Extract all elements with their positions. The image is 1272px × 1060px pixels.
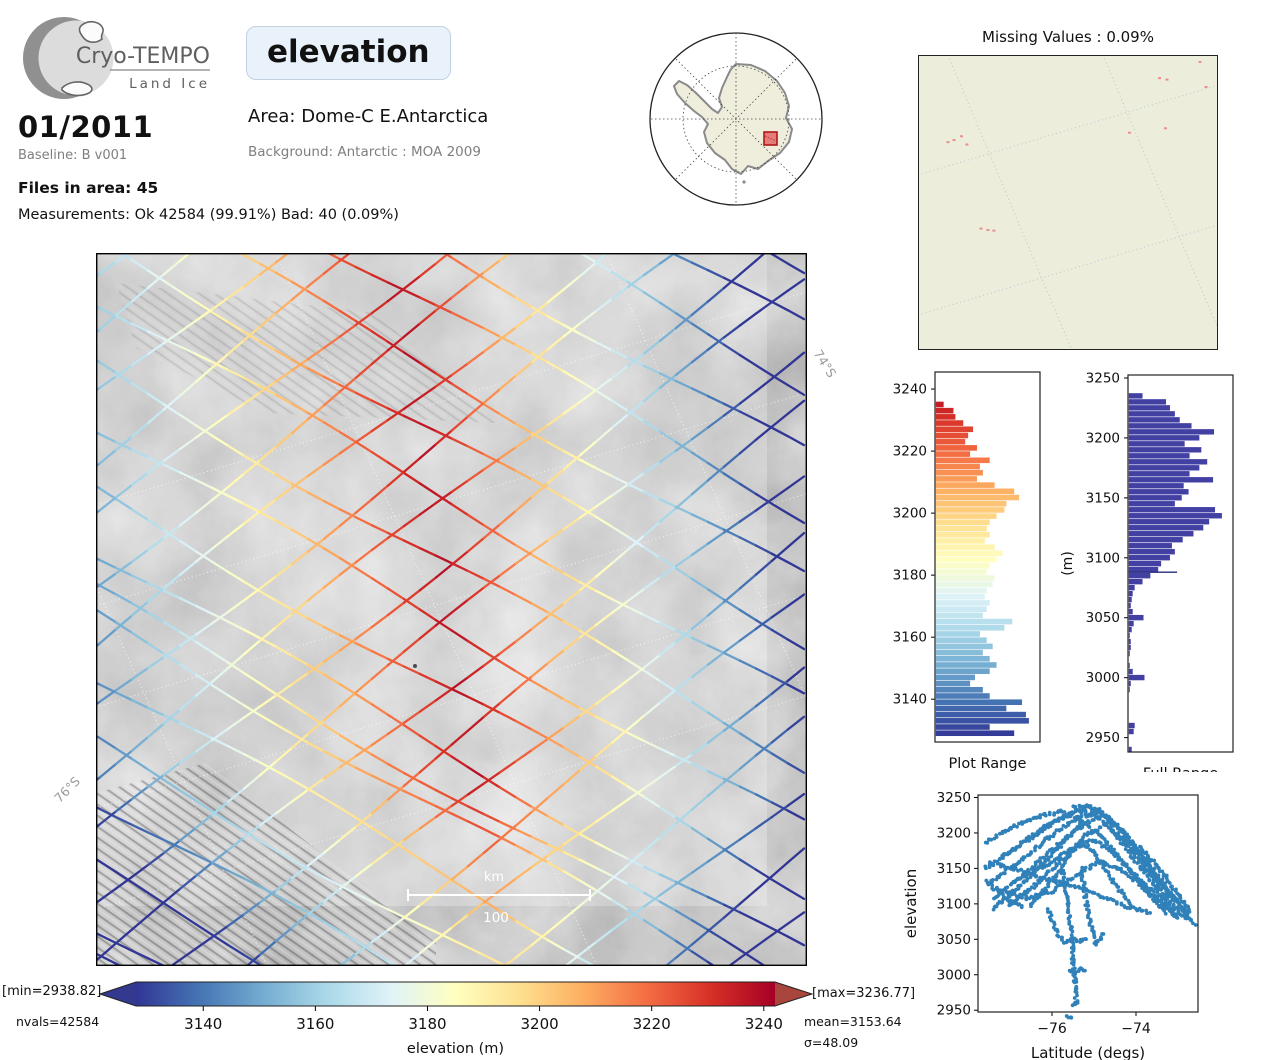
- svg-text:3200: 3200: [520, 1015, 558, 1033]
- area-label: Area: Dome-C E.Antarctica: [248, 106, 489, 127]
- svg-text:elevation (m): elevation (m): [407, 1041, 504, 1057]
- files-in-area-label: Files in area: 45: [18, 179, 159, 197]
- measurements-label: Measurements: Ok 42584 (99.91%) Bad: 40 …: [18, 207, 399, 223]
- svg-text:3000: 3000: [937, 967, 971, 983]
- svg-text:3150: 3150: [937, 861, 971, 877]
- svg-text:3150: 3150: [1086, 490, 1120, 506]
- map-lat-label-76s: 76°S: [51, 773, 83, 806]
- scatter-points: [983, 803, 1198, 1020]
- svg-text:3240: 3240: [745, 1015, 783, 1033]
- svg-text:100: 100: [483, 910, 509, 926]
- svg-text:km: km: [484, 870, 504, 885]
- colorbar-min-label: [min=2938.82]: [2, 984, 102, 999]
- colorbar-under-arrow: [100, 982, 136, 1006]
- svg-text:3220: 3220: [893, 444, 927, 460]
- background-label: Background: Antarctic : MOA 2009: [248, 144, 481, 160]
- svg-text:3140: 3140: [893, 692, 927, 708]
- svg-text:−74: −74: [1121, 1021, 1151, 1037]
- map-lat-label-74s: 74°S: [810, 346, 840, 381]
- svg-text:Latitude (degs): Latitude (degs): [1031, 1044, 1145, 1060]
- map-scalebar: km 100: [407, 870, 591, 926]
- svg-text:3180: 3180: [893, 568, 927, 584]
- cryo-tempo-logo: Cryo-TEMPO Land Ice: [23, 17, 210, 99]
- missing-values-map: [918, 55, 1218, 350]
- svg-text:Full Range: Full Range: [1143, 766, 1218, 772]
- missing-values-title: Missing Values : 0.09%: [982, 28, 1154, 46]
- svg-text:3160: 3160: [296, 1015, 334, 1033]
- svg-text:elevation: elevation: [902, 869, 920, 938]
- inset-graticule: [651, 34, 821, 204]
- elevation-colorbar: 3140 3160 3180 3200 3220 3240 elevation (m): [98, 981, 814, 1057]
- svg-text:3220: 3220: [633, 1015, 671, 1033]
- svg-text:Plot Range: Plot Range: [949, 756, 1027, 772]
- svg-text:3050: 3050: [1086, 610, 1120, 626]
- report-date: 01/2011: [18, 110, 154, 144]
- antarctica-continent: [673, 63, 793, 175]
- svg-text:3250: 3250: [937, 790, 971, 806]
- colorbar-max-label: [max=3236.77]: [812, 986, 916, 1001]
- svg-text:3140: 3140: [184, 1015, 222, 1033]
- svg-text:(m): (m): [1060, 551, 1076, 576]
- svg-text:2950: 2950: [1086, 730, 1120, 746]
- colorbar-nvals-label: nvals=42584: [16, 1014, 100, 1029]
- svg-text:−76: −76: [1037, 1021, 1067, 1037]
- colorbar-sigma-label: σ=48.09: [804, 1035, 859, 1050]
- antarctica-location-inset: [649, 32, 823, 206]
- svg-text:3100: 3100: [1086, 550, 1120, 566]
- main-elevation-map: km 100: [96, 253, 807, 966]
- svg-text:3160: 3160: [893, 630, 927, 646]
- globe-logo-icon: [23, 17, 114, 99]
- logo-subtitle: Land Ice: [129, 76, 210, 92]
- svg-text:3000: 3000: [1086, 670, 1120, 686]
- baseline-label: Baseline: B v001: [18, 148, 128, 163]
- variable-title-badge: elevation: [246, 26, 451, 80]
- full-range-histogram: 3250 3200 3150 3100 3050 3000 2950 Full Range (m…: [1060, 370, 1234, 772]
- plot-range-histogram: 3240 3220 3200 3180 3160 3140 Plot Range: [893, 371, 1041, 772]
- svg-text:3200: 3200: [893, 506, 927, 522]
- svg-text:3250: 3250: [1086, 370, 1120, 386]
- svg-text:3050: 3050: [937, 932, 971, 948]
- svg-text:3100: 3100: [937, 896, 971, 912]
- svg-text:3200: 3200: [937, 825, 971, 841]
- svg-text:3180: 3180: [408, 1015, 446, 1033]
- colorbar-over-arrow: [775, 982, 812, 1006]
- ground-tracks: [97, 254, 806, 965]
- logo-title: Cryo-TEMPO: [76, 44, 210, 69]
- svg-text:3200: 3200: [1086, 430, 1120, 446]
- colorbar-mean-label: mean=3153.64: [804, 1014, 902, 1029]
- elevation-vs-latitude-scatter: 3250 3200 3150 3100 3050 3000 2950 −76 −74 Latitu…: [902, 790, 1199, 1060]
- svg-text:2950: 2950: [937, 1003, 971, 1019]
- svg-text:3240: 3240: [893, 382, 927, 398]
